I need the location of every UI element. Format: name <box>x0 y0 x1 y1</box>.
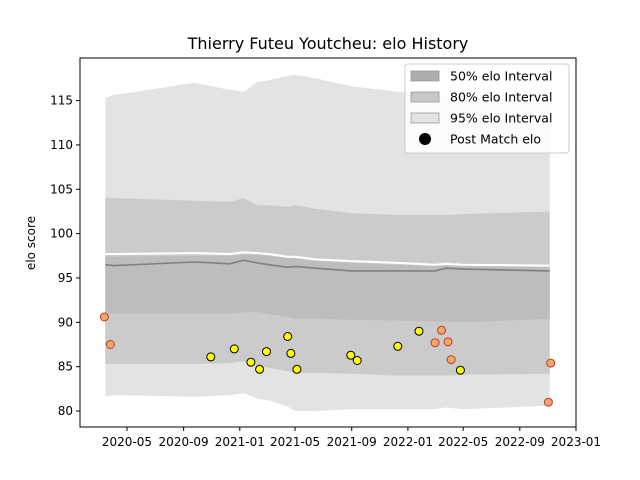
legend-label: 50% elo Interval <box>450 69 552 84</box>
elo-point <box>229 344 239 354</box>
legend-swatch <box>410 91 440 103</box>
x-tick-label: 2023-01 <box>551 435 601 449</box>
elo-point <box>255 364 265 374</box>
y-tick-label: 115 <box>50 94 73 108</box>
elo-point <box>352 356 362 365</box>
elo-point-outlier <box>546 358 556 368</box>
elo-point <box>286 348 296 358</box>
elo-point <box>246 357 256 367</box>
x-tick-label: 2021-01 <box>215 435 265 449</box>
upper-elo-line <box>105 251 550 267</box>
x-tick-label: 2021-05 <box>270 435 320 449</box>
elo-point <box>455 365 465 375</box>
elo-point-outlier <box>446 355 456 365</box>
elo-lines <box>105 251 550 272</box>
plot-frame <box>79 57 577 428</box>
y-tick-label: 105 <box>50 182 73 196</box>
x-tick-label: 2022-09 <box>495 435 545 449</box>
legend-label: Post Match elo <box>450 132 541 147</box>
elo-point <box>283 332 293 341</box>
elo-point-outlier <box>443 337 453 347</box>
elo-point <box>414 326 424 336</box>
elo-point-outlier <box>105 340 115 349</box>
legend: 50% elo Interval 80% elo Interval 95% elo … <box>404 63 570 154</box>
elo-point-outlier <box>99 312 109 322</box>
band-50 <box>105 254 550 323</box>
x-tick-label: 2021-09 <box>327 435 377 449</box>
axes: 80 85 90 95 100 105 110 115 2020-05 2020-09 2021-0… <box>50 57 601 449</box>
x-tick-label: 2020-09 <box>159 435 209 449</box>
chart-title: Thierry Futeu Youtcheu: elo History <box>187 34 469 53</box>
x-tick-label: 2022-05 <box>438 435 488 449</box>
y-tick-label: 110 <box>50 138 73 152</box>
legend-marker <box>419 133 431 145</box>
elo-point <box>262 347 271 357</box>
elo-point <box>206 352 216 362</box>
y-tick-label: 100 <box>50 227 73 241</box>
x-tick-label: 2020-05 <box>102 435 152 449</box>
y-tick-label: 95 <box>58 271 73 285</box>
legend-label: 95% elo Interval <box>450 111 552 126</box>
elo-point-outlier <box>430 338 440 348</box>
x-tick-label: 2022-01 <box>383 435 433 449</box>
y-tick-label: 90 <box>58 315 73 329</box>
legend-swatch <box>410 70 440 82</box>
y-axis-label: elo score <box>24 216 38 270</box>
elo-point-outlier <box>543 397 553 407</box>
elo-point <box>393 341 403 351</box>
elo-point <box>292 364 302 374</box>
y-tick-label: 80 <box>58 404 73 418</box>
elo-point-outlier <box>437 325 446 335</box>
mean-elo-line <box>105 259 550 272</box>
post-match-points <box>99 312 556 407</box>
legend-swatch <box>410 112 440 124</box>
elo-point <box>346 350 356 360</box>
y-tick-label: 85 <box>58 360 73 374</box>
legend-box <box>404 63 570 154</box>
legend-label: 80% elo Interval <box>450 90 552 105</box>
